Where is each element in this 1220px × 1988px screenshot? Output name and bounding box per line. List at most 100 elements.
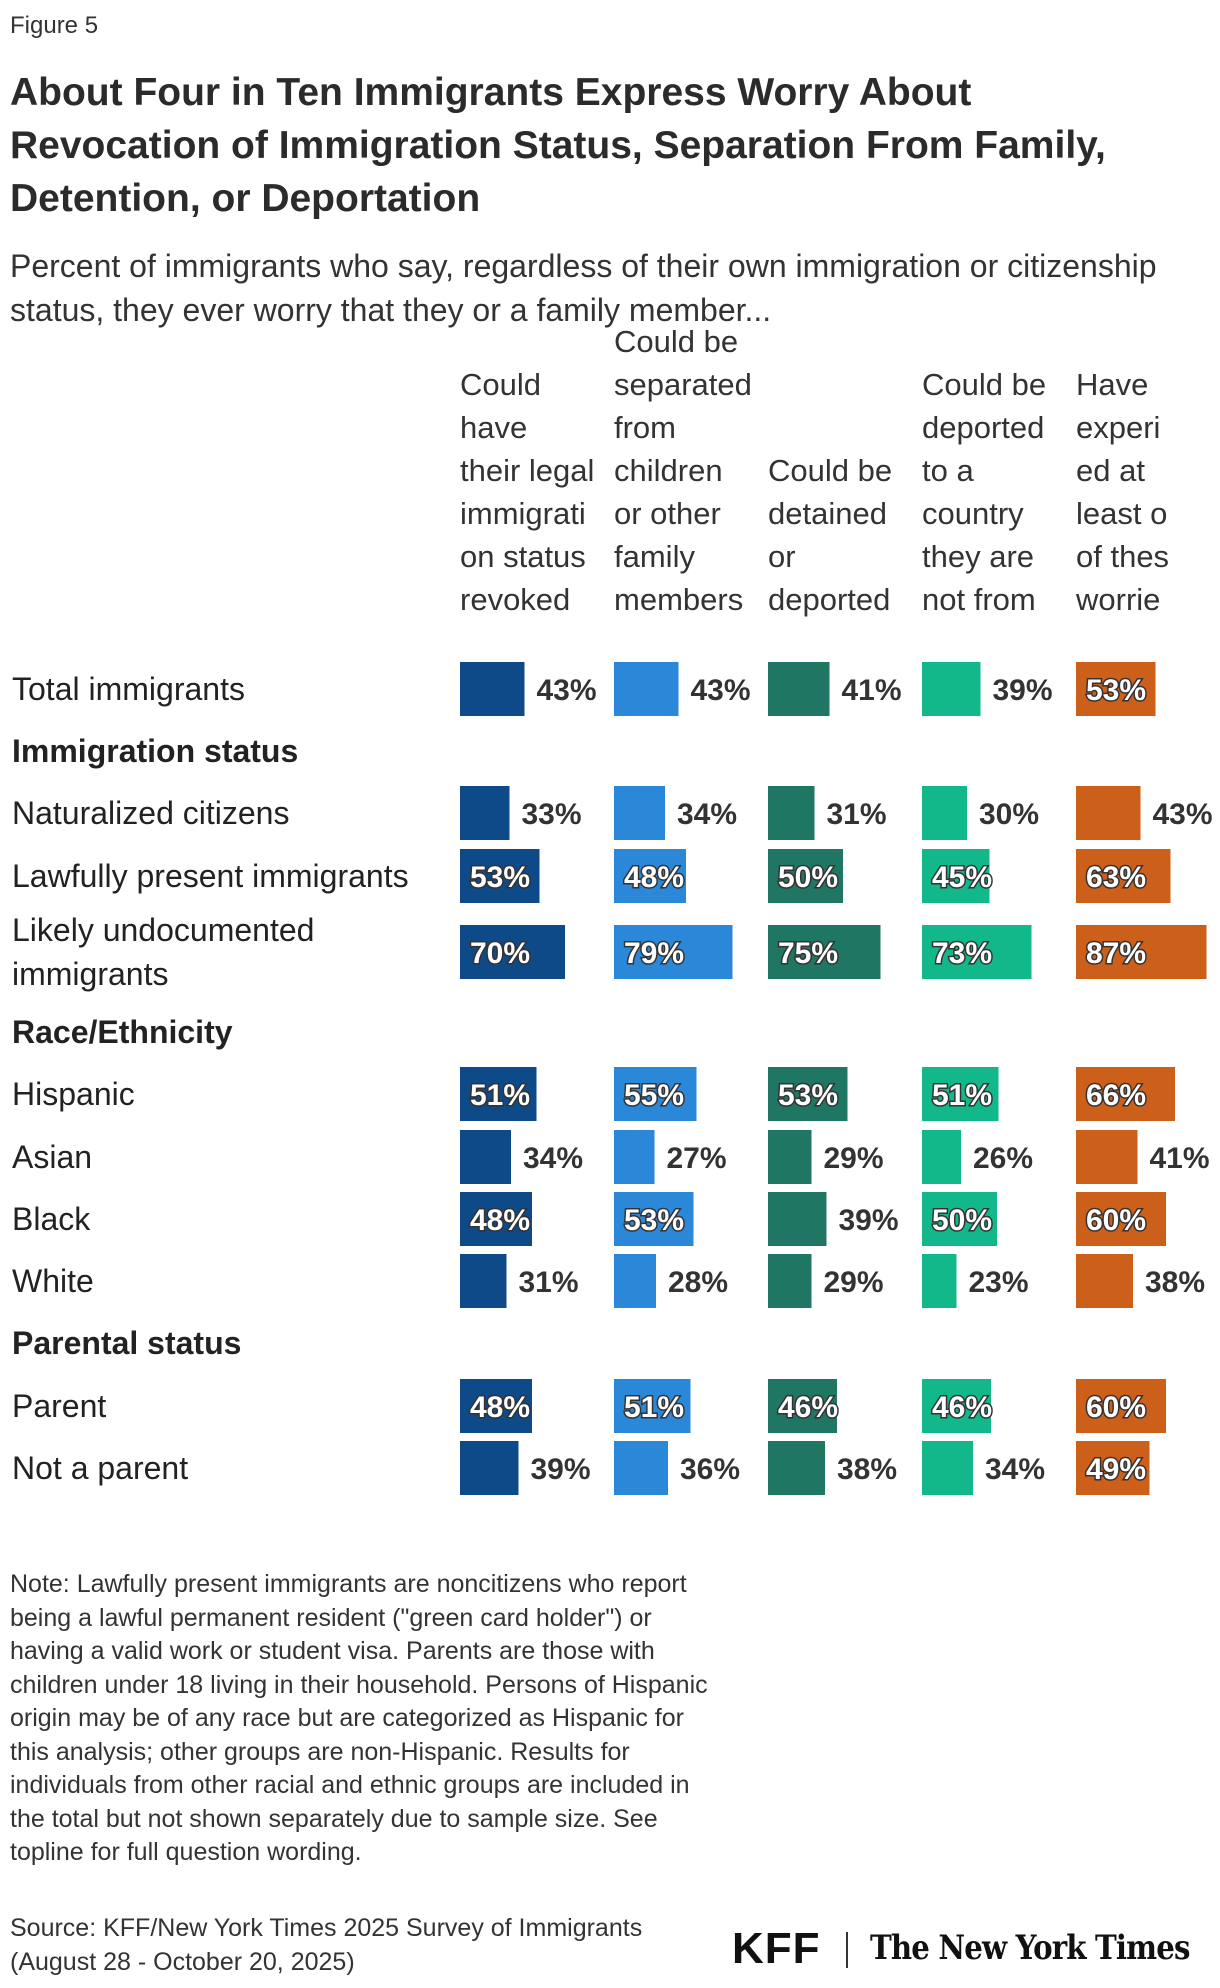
bar <box>460 1379 532 1433</box>
bar <box>922 925 1032 979</box>
column-header-line: on status <box>460 539 586 574</box>
value-label: 41% <box>1150 1142 1210 1175</box>
value-label: 79% <box>624 937 684 970</box>
value-label: 51% <box>624 1391 684 1424</box>
column-header-line: members <box>614 582 743 617</box>
row-label: immigrants <box>12 956 168 992</box>
chart-area: Could have their legal immigrati on status re… <box>12 324 1213 1495</box>
chart-title: About Four in Ten Immigrants Express Wor… <box>10 71 1106 220</box>
bar <box>460 849 540 903</box>
column-header-line: not from <box>922 582 1036 617</box>
value-label: 38% <box>1145 1266 1205 1299</box>
column-header-line: worrie <box>1075 582 1160 617</box>
value-label: 38% <box>837 1453 897 1486</box>
column-header-line: ed at <box>1076 453 1145 488</box>
group-label: Race/Ethnicity <box>12 1014 233 1050</box>
bar <box>1076 925 1207 979</box>
value-label: 43% <box>691 674 751 707</box>
column-header-line: to a <box>922 453 974 488</box>
bar <box>614 1067 697 1121</box>
value-label: 50% <box>932 1204 992 1237</box>
bar <box>922 1254 957 1308</box>
value-label: 39% <box>531 1453 591 1486</box>
value-label: 46% <box>932 1391 992 1424</box>
value-label: 48% <box>470 1391 530 1424</box>
bar <box>922 1192 997 1246</box>
kff-logo: KFF <box>732 1924 821 1973</box>
bar <box>768 925 881 979</box>
value-label: 53% <box>778 1079 838 1112</box>
bar <box>614 1130 655 1184</box>
bar <box>768 1130 812 1184</box>
value-label: 29% <box>824 1266 884 1299</box>
column-header-line: country <box>922 496 1024 531</box>
bar <box>1076 662 1156 716</box>
bar <box>460 1254 507 1308</box>
value-label: 48% <box>624 861 684 894</box>
value-label: 51% <box>470 1079 530 1112</box>
value-label: 50% <box>778 861 838 894</box>
bar <box>460 1192 532 1246</box>
bar <box>460 1130 511 1184</box>
row-label: Lawfully present immigrants <box>12 858 409 894</box>
value-label: 53% <box>470 861 530 894</box>
row-label: White <box>12 1263 94 1299</box>
bar <box>922 786 967 840</box>
row-label: Asian <box>12 1139 92 1175</box>
value-labels: 43% 43% 41% 39% 53% 33% 34% 31% 30% 43% 53% 48% 50% 4… <box>469 673 1213 1488</box>
bar <box>614 786 665 840</box>
row-labels: Total immigrants Immigration status Natura… <box>12 671 409 1486</box>
value-label: 26% <box>973 1142 1033 1175</box>
column-header-line: of thes <box>1076 539 1169 574</box>
value-label: 34% <box>985 1453 1045 1486</box>
value-label: 53% <box>1086 674 1146 707</box>
column-header-line: Could be <box>768 453 892 488</box>
bar <box>922 1441 973 1495</box>
bar <box>1076 849 1171 903</box>
column-header-line: from <box>614 410 676 445</box>
column-header-line: detained <box>768 496 887 531</box>
column-header-line: Could be <box>922 367 1046 402</box>
row-label: Parent <box>12 1388 106 1424</box>
column-header-line: their legal <box>460 453 594 488</box>
bar <box>460 662 525 716</box>
bar <box>614 1192 694 1246</box>
value-label: 66% <box>1086 1079 1146 1112</box>
bar <box>768 786 815 840</box>
bar <box>1076 1130 1138 1184</box>
chart-source: Source: KFF/New York Times 2025 Survey o… <box>10 1914 643 1976</box>
bar <box>1076 1379 1166 1433</box>
column-header-line: deported <box>768 582 890 617</box>
bar <box>1076 786 1141 840</box>
bar <box>922 1067 999 1121</box>
group-label: Immigration status <box>12 733 298 769</box>
bar <box>460 1067 537 1121</box>
value-label: 46% <box>778 1391 838 1424</box>
bar <box>460 1441 519 1495</box>
bar <box>768 1192 827 1246</box>
value-label: 41% <box>842 674 902 707</box>
row-label: Hispanic <box>12 1076 135 1112</box>
value-label: 49% <box>1086 1453 1146 1486</box>
column-header-line: least o <box>1076 496 1167 531</box>
row-label: Naturalized citizens <box>12 795 289 831</box>
value-label: 87% <box>1086 937 1146 970</box>
group-label: Parental status <box>12 1325 241 1361</box>
row-label: Total immigrants <box>12 671 245 707</box>
column-header-line: Could be <box>614 324 738 359</box>
value-label: 70% <box>470 937 530 970</box>
column-header-line: they are <box>922 539 1034 574</box>
value-label: 27% <box>667 1142 727 1175</box>
value-label: 45% <box>932 861 992 894</box>
value-label: 53% <box>624 1204 684 1237</box>
column-header-line: Could <box>460 367 541 402</box>
bar <box>1076 1441 1150 1495</box>
column-header-line: experi <box>1076 410 1160 445</box>
logos: KFF The New York Times <box>732 1924 1212 1978</box>
bar <box>614 1254 656 1308</box>
row-label: Likely undocumented <box>12 912 314 948</box>
column-header-line: family <box>614 539 695 574</box>
bar <box>614 1379 691 1433</box>
row-label: Black <box>12 1201 91 1237</box>
value-label: 63% <box>1086 861 1146 894</box>
